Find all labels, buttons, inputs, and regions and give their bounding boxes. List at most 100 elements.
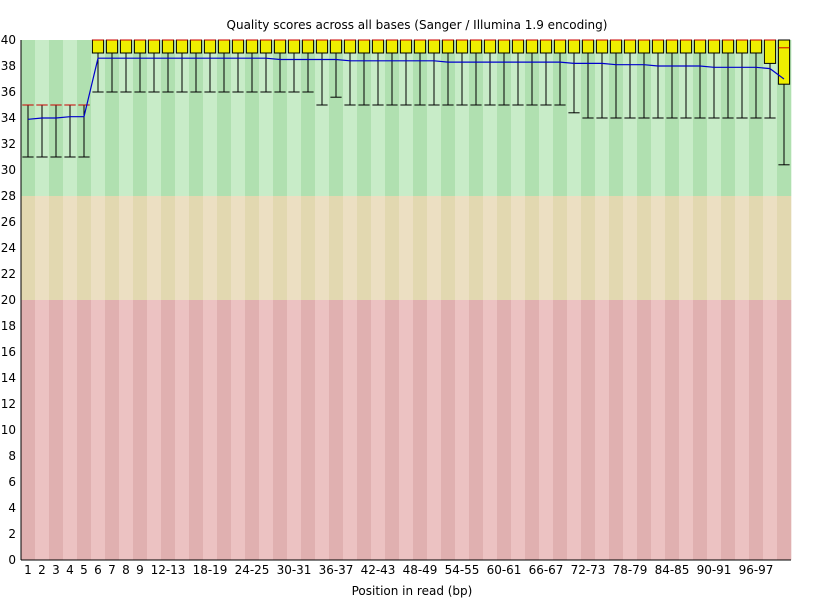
iqr-box: [623, 39, 637, 54]
band-2-stripe: [763, 300, 778, 560]
band-2-stripe: [49, 300, 64, 560]
band-1-stripe: [77, 196, 92, 300]
band-2-stripe: [91, 300, 106, 560]
band-1-stripe: [679, 196, 694, 300]
iqr-box: [385, 39, 399, 54]
box-92-93: [721, 39, 735, 119]
band-0-stripe: [273, 40, 288, 196]
iqr-box: [357, 39, 371, 54]
box-76-77: [609, 39, 623, 119]
band-1-stripe: [399, 196, 414, 300]
y-tick-label: 38: [1, 59, 16, 73]
box-40-41: [357, 39, 371, 106]
box-26-27: [259, 39, 273, 93]
band-2-stripe: [63, 300, 78, 560]
band-1-stripe: [161, 196, 176, 300]
box-34-35: [315, 39, 329, 106]
band-1-stripe: [609, 196, 624, 300]
box-18-19: [203, 39, 217, 93]
band-2-stripe: [497, 300, 512, 560]
iqr-box: [721, 39, 735, 54]
iqr-box: [259, 39, 273, 54]
band-1-stripe: [21, 196, 36, 300]
band-0-stripe: [133, 40, 148, 196]
band-2-stripe: [287, 300, 302, 560]
box-68-69: [553, 39, 567, 106]
band-0-stripe: [217, 40, 232, 196]
band-0-stripe: [441, 40, 456, 196]
iqr-box: [189, 39, 203, 54]
band-0-stripe: [91, 40, 106, 196]
box-98-99: [763, 39, 777, 119]
box-86-87: [679, 39, 693, 119]
y-tick-label: 14: [1, 371, 16, 385]
band-0-stripe: [539, 40, 554, 196]
iqr-box: [119, 39, 133, 54]
iqr-box: [707, 39, 721, 54]
band-2-stripe: [455, 300, 470, 560]
mean-series: [27, 57, 785, 120]
band-2-stripe: [301, 300, 316, 560]
iqr-box: [203, 39, 217, 54]
band-0-stripe: [511, 40, 526, 196]
x-axis-label: Position in read (bp): [352, 584, 473, 598]
band-2-stripe: [343, 300, 358, 560]
iqr-box: [105, 39, 119, 54]
band-1-stripe: [427, 196, 442, 300]
band-0-stripe: [287, 40, 302, 196]
band-2-stripe: [329, 300, 344, 560]
x-tick-label: 60-61: [487, 563, 522, 577]
band-2-stripe: [693, 300, 708, 560]
band-1-stripe: [343, 196, 358, 300]
band-1-stripe: [525, 196, 540, 300]
x-tick-label: 66-67: [529, 563, 564, 577]
box-46-47: [399, 39, 413, 106]
x-tick-label: 24-25: [235, 563, 270, 577]
band-1-stripe: [133, 196, 148, 300]
y-tick-label: 12: [1, 397, 16, 411]
iqr-box: [637, 39, 651, 54]
box-44-45: [385, 39, 399, 106]
band-1-stripe: [49, 196, 64, 300]
band-0-stripe: [343, 40, 358, 196]
band-2-stripe: [483, 300, 498, 560]
band-1-stripe: [63, 196, 78, 300]
x-tick-label: 84-85: [655, 563, 690, 577]
band-1-stripe: [273, 196, 288, 300]
band-1-stripe: [371, 196, 386, 300]
band-0-stripe: [105, 40, 120, 196]
band-1-stripe: [511, 196, 526, 300]
x-tick-label: 90-91: [697, 563, 732, 577]
band-2-stripe: [105, 300, 120, 560]
box-5: [78, 104, 90, 158]
band-1-stripe: [651, 196, 666, 300]
iqr-box: [777, 39, 791, 85]
band-1-stripe: [623, 196, 638, 300]
band-1-stripe: [189, 196, 204, 300]
band-2-stripe: [595, 300, 610, 560]
x-tick-label: 96-97: [739, 563, 774, 577]
iqr-box: [511, 39, 525, 54]
box-10-11: [147, 39, 161, 93]
y-tick-label: 2: [8, 527, 16, 541]
y-tick-label: 16: [1, 345, 16, 359]
band-1-stripe: [455, 196, 470, 300]
band-1-stripe: [693, 196, 708, 300]
band-0-stripe: [455, 40, 470, 196]
band-2-stripe: [77, 300, 92, 560]
y-tick-label: 8: [8, 449, 16, 463]
band-1-stripe: [707, 196, 722, 300]
band-1-stripe: [357, 196, 372, 300]
band-0-stripe: [147, 40, 162, 196]
band-2-stripe: [273, 300, 288, 560]
band-2-stripe: [637, 300, 652, 560]
band-1-stripe: [413, 196, 428, 300]
mean-line: [27, 57, 785, 120]
x-tick-label: 1: [24, 563, 32, 577]
band-1-stripe: [287, 196, 302, 300]
band-1-stripe: [245, 196, 260, 300]
iqr-box: [651, 39, 665, 54]
x-tick-label: 8: [122, 563, 130, 577]
band-0-stripe: [469, 40, 484, 196]
